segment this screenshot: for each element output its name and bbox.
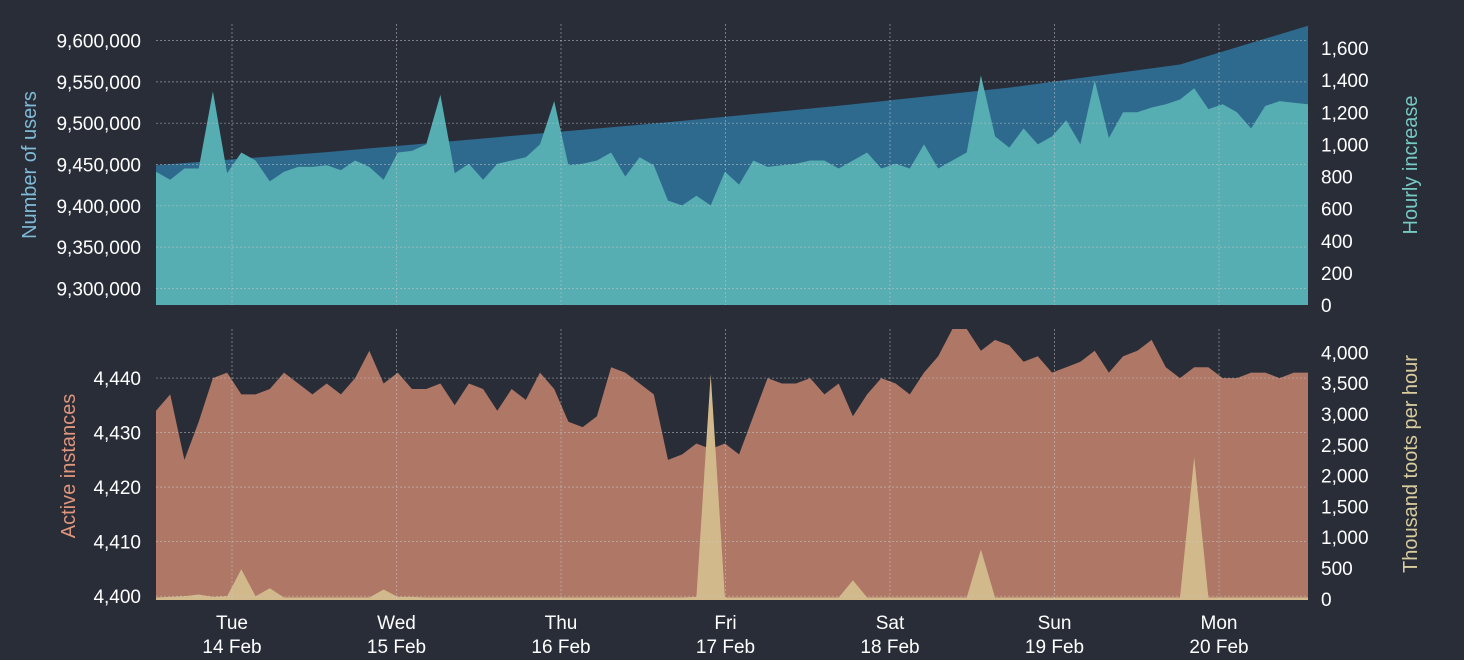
day-tick-weekday: Thu [545, 613, 578, 634]
left-tick-label: 9,300,000 [56, 279, 141, 300]
right-tick-label: 400 [1321, 232, 1353, 253]
day-tick-weekday: Sun [1038, 613, 1072, 634]
instances-series-area [156, 329, 1308, 600]
left-tick-label: 9,350,000 [56, 238, 141, 259]
users-grid [156, 24, 1308, 305]
instances-axis-ticks: 4,400 4,410 4,420 4,430 4,440 [93, 369, 141, 608]
users-panel: 9,300,000 9,350,000 9,400,000 9,450,000 9,50… [19, 24, 1422, 317]
day-tick-date: 20 Feb [1189, 637, 1248, 658]
toots-series-area [156, 374, 1308, 600]
left-tick-label: 9,400,000 [56, 197, 141, 218]
instances-axis-label: Active instances [58, 394, 80, 539]
users-areas [156, 25, 1308, 306]
left-tick-label: 4,410 [93, 533, 141, 554]
toots-axis-label: Thousand toots per hour [1400, 355, 1422, 573]
right-tick-label: 1,600 [1321, 39, 1369, 60]
right-tick-label: 800 [1321, 168, 1353, 189]
left-tick-label: 9,450,000 [56, 156, 141, 177]
instances-areas [156, 329, 1308, 600]
right-tick-label: 0 [1321, 296, 1332, 317]
right-tick-label: 1,200 [1321, 103, 1369, 124]
day-tick-weekday: Tue [216, 613, 248, 634]
day-tick-date: 14 Feb [202, 637, 261, 658]
day-tick-date: 15 Feb [367, 637, 426, 658]
day-axis: Tue 14 Feb Wed 15 Feb Thu 16 Feb Fri 17 Feb Sat 1… [202, 613, 1248, 658]
right-tick-label: 200 [1321, 264, 1353, 285]
right-tick-label: 1,500 [1321, 497, 1369, 518]
instances-grid [156, 329, 1308, 600]
right-tick-label: 1,000 [1321, 135, 1369, 156]
day-tick-weekday: Fri [714, 613, 736, 634]
left-tick-label: 4,430 [93, 424, 141, 445]
right-tick-label: 600 [1321, 200, 1353, 221]
day-tick-weekday: Wed [377, 613, 416, 634]
right-tick-label: 2,000 [1321, 467, 1369, 488]
right-tick-label: 0 [1321, 590, 1332, 611]
right-tick-label: 3,000 [1321, 405, 1369, 426]
day-tick-weekday: Sat [876, 613, 905, 634]
right-tick-label: 3,500 [1321, 374, 1369, 395]
left-tick-label: 4,420 [93, 478, 141, 499]
hourly-axis-label: Hourly increase [1400, 96, 1422, 235]
day-tick-date: 18 Feb [860, 637, 919, 658]
right-tick-label: 2,500 [1321, 436, 1369, 457]
left-tick-label: 9,600,000 [56, 32, 141, 53]
right-tick-label: 1,400 [1321, 71, 1369, 92]
left-tick-label: 4,440 [93, 369, 141, 390]
users-axis-label: Number of users [19, 91, 41, 239]
hourly-increase-area [156, 75, 1308, 306]
day-tick-date: 16 Feb [531, 637, 590, 658]
hourly-axis-ticks: 0 200 400 600 800 1,000 1,200 1,400 1,600 [1321, 39, 1369, 317]
right-tick-label: 4,000 [1321, 343, 1369, 364]
toots-axis-ticks: 0 500 1,000 1,500 2,000 2,500 3,000 3,500 4,000 [1321, 343, 1369, 610]
users-axis-ticks: 9,300,000 9,350,000 9,400,000 9,450,000 9,50… [56, 32, 141, 301]
left-tick-label: 9,550,000 [56, 73, 141, 94]
left-tick-label: 4,400 [93, 587, 141, 608]
left-tick-label: 9,500,000 [56, 114, 141, 135]
day-tick-date: 17 Feb [696, 637, 755, 658]
instances-panel: 4,400 4,410 4,420 4,430 4,440 0 500 1,000 1,500… [58, 329, 1422, 611]
right-tick-label: 500 [1321, 559, 1353, 580]
day-tick-weekday: Mon [1201, 613, 1238, 634]
right-tick-label: 1,000 [1321, 528, 1369, 549]
day-tick-date: 19 Feb [1025, 637, 1084, 658]
